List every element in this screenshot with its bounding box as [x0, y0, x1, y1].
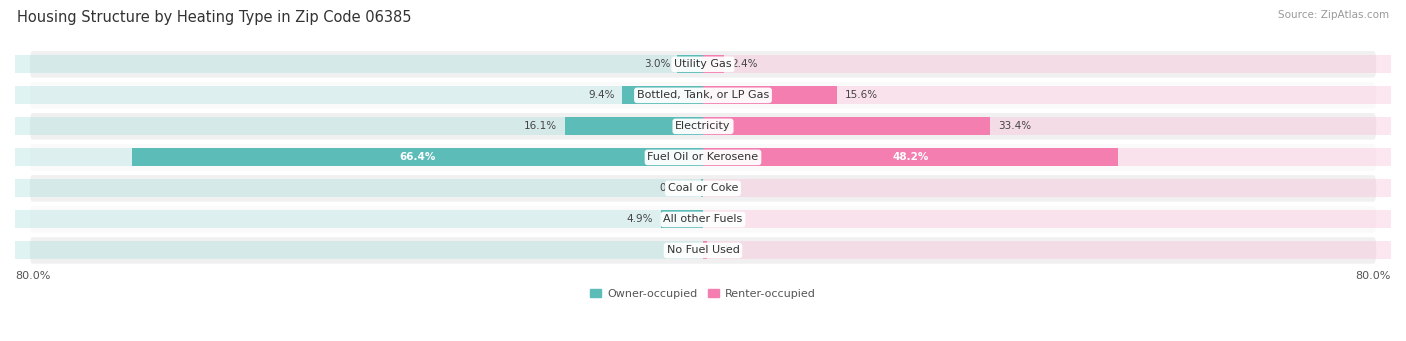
- Bar: [15, 179, 703, 197]
- FancyBboxPatch shape: [28, 112, 1378, 140]
- Text: 80.0%: 80.0%: [1355, 271, 1391, 281]
- Text: 0.0%: 0.0%: [711, 214, 737, 224]
- Text: 9.4%: 9.4%: [589, 90, 616, 100]
- FancyBboxPatch shape: [28, 50, 1378, 78]
- Bar: [703, 117, 990, 135]
- Bar: [703, 148, 1391, 166]
- Legend: Owner-occupied, Renter-occupied: Owner-occupied, Renter-occupied: [591, 289, 815, 299]
- Bar: [15, 86, 703, 104]
- FancyBboxPatch shape: [28, 143, 1378, 172]
- Bar: [703, 210, 1391, 228]
- Text: Utility Gas: Utility Gas: [675, 59, 731, 69]
- Text: 0.5%: 0.5%: [716, 246, 741, 255]
- Bar: [703, 241, 707, 260]
- Bar: [661, 210, 703, 228]
- Bar: [15, 117, 703, 135]
- Text: All other Fuels: All other Fuels: [664, 214, 742, 224]
- Text: Fuel Oil or Kerosene: Fuel Oil or Kerosene: [647, 152, 759, 162]
- Bar: [678, 55, 703, 73]
- Bar: [703, 241, 1391, 260]
- Bar: [15, 241, 703, 260]
- Text: Bottled, Tank, or LP Gas: Bottled, Tank, or LP Gas: [637, 90, 769, 100]
- Text: 16.1%: 16.1%: [523, 121, 557, 131]
- Text: 3.0%: 3.0%: [644, 59, 671, 69]
- Text: Coal or Coke: Coal or Coke: [668, 183, 738, 193]
- Text: 33.4%: 33.4%: [998, 121, 1031, 131]
- FancyBboxPatch shape: [28, 81, 1378, 109]
- Text: No Fuel Used: No Fuel Used: [666, 246, 740, 255]
- Text: 80.0%: 80.0%: [15, 271, 51, 281]
- Bar: [703, 86, 837, 104]
- Bar: [623, 86, 703, 104]
- Bar: [703, 86, 1391, 104]
- FancyBboxPatch shape: [28, 236, 1378, 265]
- Bar: [132, 148, 703, 166]
- Bar: [703, 55, 724, 73]
- Bar: [703, 55, 1391, 73]
- Text: 15.6%: 15.6%: [845, 90, 877, 100]
- Text: 0.27%: 0.27%: [659, 183, 693, 193]
- Text: 0.0%: 0.0%: [669, 246, 696, 255]
- Bar: [703, 117, 1391, 135]
- Text: 48.2%: 48.2%: [891, 152, 928, 162]
- Bar: [703, 148, 1118, 166]
- Bar: [15, 55, 703, 73]
- Text: 2.4%: 2.4%: [731, 59, 758, 69]
- Bar: [565, 117, 703, 135]
- Text: 4.9%: 4.9%: [627, 214, 654, 224]
- Bar: [15, 210, 703, 228]
- Text: 66.4%: 66.4%: [399, 152, 436, 162]
- FancyBboxPatch shape: [28, 205, 1378, 234]
- Bar: [15, 148, 703, 166]
- Bar: [703, 179, 1391, 197]
- Text: Source: ZipAtlas.com: Source: ZipAtlas.com: [1278, 10, 1389, 20]
- Text: Electricity: Electricity: [675, 121, 731, 131]
- Text: 0.0%: 0.0%: [711, 183, 737, 193]
- Text: Housing Structure by Heating Type in Zip Code 06385: Housing Structure by Heating Type in Zip…: [17, 10, 412, 25]
- FancyBboxPatch shape: [28, 174, 1378, 203]
- Bar: [700, 179, 703, 197]
